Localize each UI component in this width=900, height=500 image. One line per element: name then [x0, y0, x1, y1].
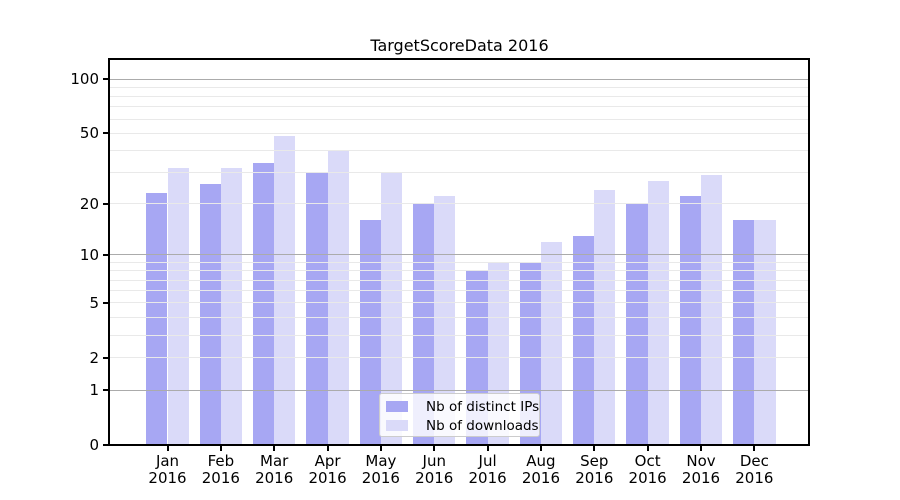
x-tick-label-dec: Dec 2016 — [735, 452, 774, 487]
y-tick-label: 5 — [89, 293, 99, 312]
bar-distinct-ips-dec — [733, 220, 755, 445]
x-tick-label-sep: Sep 2016 — [575, 452, 614, 487]
y-tick-mark — [103, 78, 108, 81]
y-tick-mark — [103, 444, 108, 446]
minor-gridline — [109, 172, 809, 174]
bar-downloads-dec — [754, 220, 776, 445]
bar-distinct-ips-sep — [573, 235, 595, 445]
minor-gridline — [109, 290, 809, 292]
x-tick-label-jul: Jul 2016 — [468, 452, 507, 487]
bar-distinct-ips-jun — [413, 203, 435, 445]
bar-distinct-ips-jan — [146, 192, 168, 445]
right-spine — [808, 58, 810, 446]
minor-gridline — [109, 150, 809, 151]
bar-downloads-nov — [701, 175, 723, 445]
minor-gridline — [109, 334, 809, 336]
x-tick-mark — [379, 446, 382, 451]
y-tick-label: 10 — [79, 245, 99, 264]
x-tick-mark — [646, 446, 649, 451]
x-tick-label-mar: Mar 2016 — [255, 452, 294, 487]
bar-downloads-jun — [434, 196, 456, 445]
bar-distinct-ips-oct — [626, 203, 648, 445]
legend-swatch — [386, 420, 408, 431]
minor-gridline — [109, 302, 809, 304]
x-tick-mark — [700, 446, 702, 451]
top-spine — [108, 58, 810, 60]
minor-gridline — [109, 132, 809, 134]
bar-downloads-feb — [220, 167, 243, 445]
x-tick-label-aug: Aug 2016 — [521, 452, 561, 487]
minor-gridline — [109, 261, 809, 263]
y-tick-mark — [103, 253, 108, 256]
x-tick-mark — [219, 446, 222, 451]
y-tick-mark — [103, 132, 108, 135]
x-tick-label-jan: Jan 2016 — [148, 452, 187, 487]
y-tick-label: 2 — [89, 348, 99, 367]
y-tick-mark — [103, 301, 108, 304]
bar-distinct-ips-apr — [306, 172, 328, 445]
left-spine — [108, 58, 110, 446]
bar-downloads-aug — [540, 241, 563, 445]
x-tick-mark — [273, 446, 276, 451]
bar-distinct-ips-may — [359, 220, 381, 445]
x-tick-label-feb: Feb 2016 — [201, 452, 240, 487]
x-tick-mark — [539, 446, 542, 451]
x-tick-label-nov: Nov 2016 — [681, 452, 721, 487]
legend-swatch — [386, 401, 408, 412]
x-tick-mark — [433, 446, 436, 451]
major-gridline — [109, 389, 809, 391]
minor-gridline — [109, 357, 809, 359]
x-tick-mark — [326, 446, 329, 451]
x-tick-mark — [486, 446, 489, 451]
minor-gridline — [109, 86, 809, 88]
minor-gridline — [109, 118, 809, 120]
x-tick-label-apr: Apr 2016 — [308, 452, 347, 487]
major-gridline — [109, 78, 809, 80]
bar-distinct-ips-mar — [253, 163, 275, 445]
y-tick-label: 0 — [89, 436, 99, 454]
y-tick-label: 1 — [89, 381, 99, 400]
legend: Nb of distinct IPs Nb of downloads — [379, 393, 540, 437]
legend-item: Nb of distinct IPs — [380, 397, 539, 416]
major-gridline — [109, 254, 809, 256]
y-tick-mark — [103, 202, 108, 205]
legend-item: Nb of downloads — [380, 416, 539, 435]
legend-label: Nb of distinct IPs — [426, 398, 540, 415]
y-tick-label: 50 — [79, 124, 99, 143]
bar-distinct-ips-feb — [199, 183, 221, 445]
minor-gridline — [109, 270, 809, 272]
x-tick-label-oct: Oct 2016 — [628, 452, 667, 487]
x-tick-mark — [753, 446, 756, 451]
y-tick-label: 100 — [70, 70, 99, 89]
bottom-spine — [108, 444, 810, 446]
y-tick-label: 20 — [79, 194, 99, 213]
y-tick-mark — [103, 389, 108, 392]
bar-downloads-jan — [167, 167, 189, 445]
x-tick-mark — [166, 446, 169, 451]
x-tick-label-may: May 2016 — [361, 452, 400, 487]
bar-distinct-ips-nov — [679, 196, 701, 445]
bar-downloads-apr — [327, 150, 349, 445]
minor-gridline — [109, 96, 809, 98]
legend-label: Nb of downloads — [426, 417, 539, 434]
x-tick-label-jun: Jun 2016 — [415, 452, 454, 487]
chart-title: TargetScoreData 2016 — [370, 36, 549, 55]
minor-gridline — [109, 106, 809, 108]
y-tick-mark — [103, 356, 108, 359]
bar-downloads-may — [380, 172, 403, 445]
x-tick-mark — [593, 446, 596, 451]
minor-gridline — [109, 279, 809, 281]
minor-gridline — [109, 316, 809, 318]
bar-downloads-oct — [647, 180, 669, 445]
minor-gridline — [109, 203, 809, 205]
